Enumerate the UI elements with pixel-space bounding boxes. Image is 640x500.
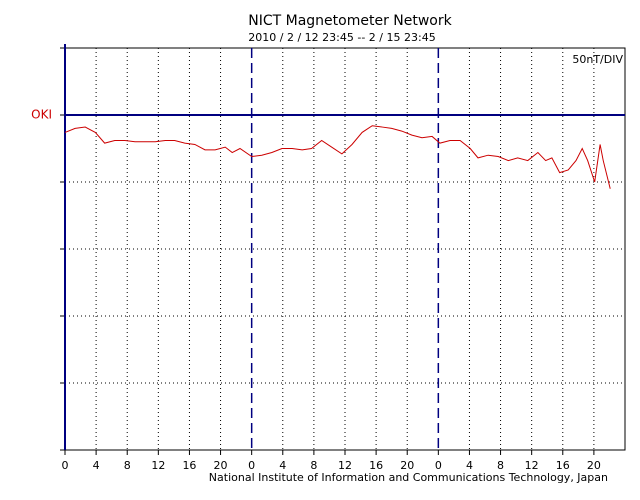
x-tick-label: 4 <box>466 459 473 472</box>
x-tick-label: 0 <box>248 459 255 472</box>
x-tick-label: 8 <box>310 459 317 472</box>
scale-annotation: 50nT/DIV <box>572 53 623 66</box>
x-tick-label: 20 <box>400 459 414 472</box>
x-tick-label: 16 <box>556 459 570 472</box>
x-tick-label: 8 <box>497 459 504 472</box>
footer: National Institute of Information and Co… <box>209 471 608 484</box>
x-tick-label: 0 <box>62 459 69 472</box>
legend-label: OKI <box>31 108 52 122</box>
x-tick-label: 8 <box>124 459 131 472</box>
x-tick-label: 0 <box>435 459 442 472</box>
x-tick-label: 12 <box>151 459 165 472</box>
x-tick-label: 16 <box>369 459 383 472</box>
x-tick-label: 12 <box>338 459 352 472</box>
chart-subtitle: 2010 / 2 / 12 23:45 -- 2 / 15 23:45 <box>248 31 435 44</box>
x-tick-label: 20 <box>587 459 601 472</box>
x-tick-label: 16 <box>182 459 196 472</box>
x-tick-label: 4 <box>93 459 100 472</box>
x-tick-label: 20 <box>214 459 228 472</box>
x-tick-label: 4 <box>279 459 286 472</box>
x-tick-label: 12 <box>525 459 539 472</box>
data-line <box>64 125 611 189</box>
chart-title: NICT Magnetometer Network <box>248 13 452 29</box>
